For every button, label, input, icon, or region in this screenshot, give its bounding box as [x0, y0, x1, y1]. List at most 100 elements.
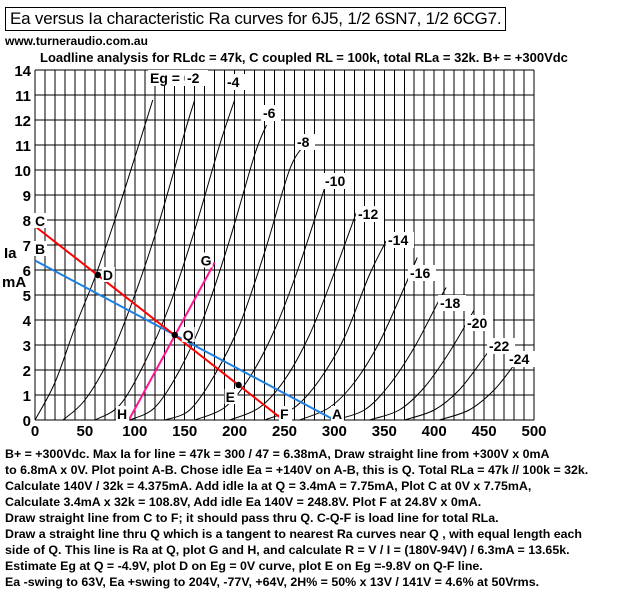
characteristic-curve	[129, 124, 268, 421]
curve-label-bg	[465, 315, 493, 331]
x-tick-label: 250	[272, 423, 297, 440]
curve-label: -18	[440, 295, 460, 311]
curve-label-bg	[261, 105, 281, 121]
chart-title: Ea versus Ia characteristic Ra curves fo…	[5, 7, 507, 31]
characteristic-curve	[194, 182, 327, 421]
characteristic-curve	[62, 99, 196, 421]
plot-points: Q D E A BC F G H	[34, 213, 344, 422]
y-tick-label: 0	[23, 413, 31, 430]
curve-label: -2	[187, 70, 200, 86]
note-line: B+ = +300Vdc. Max Ia for line = 47k = 30…	[5, 447, 550, 461]
point-marker	[94, 271, 102, 279]
curve-label: -22	[489, 338, 509, 354]
point-label-bg	[116, 406, 129, 421]
characteristic-curves	[34, 99, 515, 421]
curve-label: -14	[388, 232, 408, 248]
curve-label: -8	[297, 134, 310, 150]
curve-label-bg	[323, 173, 351, 189]
curve-label-bg	[408, 265, 436, 281]
point-label-bg	[224, 389, 238, 404]
x-tick-label: 200	[222, 423, 247, 440]
point-label-bg	[101, 267, 115, 282]
y-tick-label: 11	[15, 88, 31, 105]
x-tick-label: 150	[172, 423, 197, 440]
load-line	[127, 262, 216, 421]
x-tick-label: 300	[322, 423, 347, 440]
curve-label: -6	[263, 105, 276, 121]
characteristic-curve	[94, 99, 236, 421]
note-line: Ea -swing to 63V, Ea +swing to 204V, -77…	[5, 575, 540, 589]
point-label-bg	[181, 327, 195, 342]
y-tick-label: 4	[23, 313, 32, 330]
note-line: Draw straight line from C to F; it shoul…	[5, 511, 499, 525]
curve-label: -12	[358, 206, 378, 222]
point-label-bg	[34, 241, 47, 256]
note-line: to 6.8mA x 0V. Plot point A-B. Chose idl…	[5, 463, 589, 477]
curve-label: -16	[410, 265, 430, 281]
curve-label-bg	[487, 338, 515, 354]
y-tick-label: 3	[23, 338, 31, 355]
point-label-b: B	[35, 241, 45, 257]
y-tick-label: 12	[14, 113, 31, 130]
note-line: side of Q. This line is Ra at Q, plot G …	[5, 543, 570, 557]
point-label-e: E	[226, 389, 235, 405]
x-axis-ticks: 0 50 100 150 200 250 300 350 400 450 500	[31, 423, 547, 440]
point-marker	[235, 381, 242, 389]
characteristic-curve	[34, 99, 154, 421]
y-tick-label: 9	[23, 188, 31, 205]
curve-label-bg	[295, 134, 315, 150]
curve-label-bg	[356, 206, 384, 222]
chart-subtitle: Loadline analysis for RLdc = 47k, C coup…	[40, 50, 568, 65]
y-tick-label: 7	[23, 238, 31, 255]
curve-label: -4	[227, 74, 240, 90]
x-tick-label: 400	[422, 423, 447, 440]
curve-label: -10	[325, 173, 345, 189]
point-marker	[171, 331, 178, 339]
point-label-h: H	[117, 406, 127, 422]
note-line: Draw a straight line thru Q which is a t…	[5, 527, 582, 541]
characteristic-curve	[229, 212, 357, 421]
point-label-f: F	[280, 406, 289, 422]
website-label: www.turneraudio.com.au	[5, 34, 148, 48]
point-label-g: G	[201, 253, 212, 269]
curve-labels: Eg = 0V-2 -4-6-8-10-12-14-16-18-20-22-24	[148, 70, 535, 367]
y-tick-label: 14	[14, 63, 31, 80]
grid	[34, 69, 535, 421]
curve-label-bg	[507, 351, 535, 367]
x-tick-label: 500	[521, 423, 546, 440]
point-label-a: A	[332, 406, 342, 422]
characteristic-curve	[404, 339, 497, 421]
x-tick-label: 350	[372, 423, 397, 440]
y-tick-label: 2	[23, 363, 31, 380]
y-tick-label: 5	[23, 288, 31, 305]
characteristic-curve	[334, 287, 447, 421]
x-tick-label: 450	[472, 423, 497, 440]
characteristic-curve	[299, 257, 418, 421]
y-axis-label-ma: mA	[2, 274, 26, 291]
curve-label: -20	[467, 315, 487, 331]
y-tick-label: 11	[15, 138, 31, 155]
load-line	[34, 225, 284, 421]
curve-label-bg	[438, 295, 466, 311]
point-label-q: Q	[183, 327, 194, 343]
analysis-notes: B+ = +300Vdc. Max Ia for line = 47k = 30…	[5, 446, 635, 590]
y-tick-label: 8	[23, 213, 31, 230]
curve-label-bg	[386, 232, 414, 248]
curve-label-bg	[185, 70, 205, 86]
note-line: Calculate 3.4mA x 32k = 108.8V, Add idle…	[5, 495, 482, 509]
note-line: Estimate Eg at Q = -4.9V, plot D on Eg =…	[5, 559, 483, 573]
characteristic-curve	[439, 364, 515, 421]
x-tick-label: 50	[77, 423, 94, 440]
characteristic-curve	[369, 309, 475, 421]
curve-label: -24	[509, 351, 529, 367]
characteristic-curve	[164, 144, 305, 421]
point-label-c: C	[35, 213, 45, 229]
x-tick-label: 0	[31, 423, 39, 440]
curve-label-bg	[225, 74, 245, 90]
point-label-bg	[331, 406, 344, 421]
characteristic-curve	[264, 234, 390, 421]
point-label-bg	[279, 406, 292, 421]
y-tick-label: 6	[23, 263, 31, 280]
